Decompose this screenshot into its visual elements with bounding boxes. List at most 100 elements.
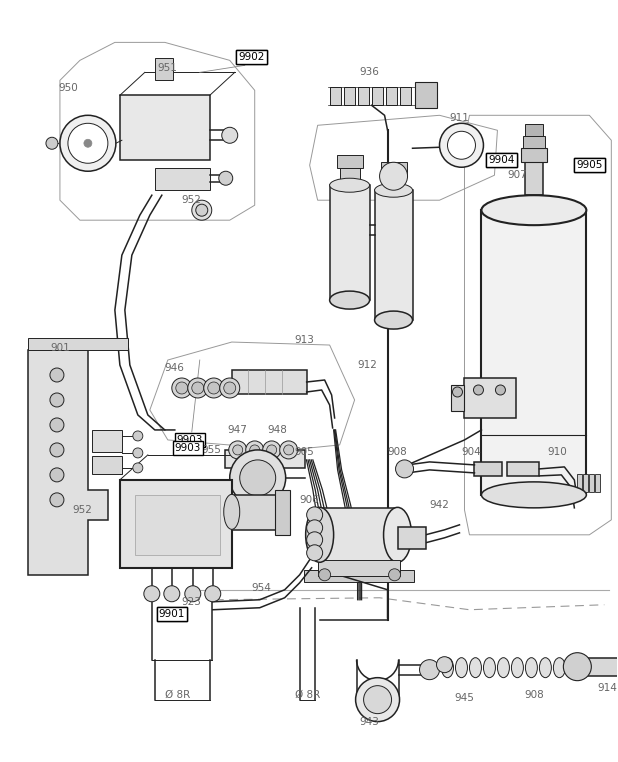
- Circle shape: [176, 382, 188, 394]
- Bar: [375, 190, 413, 320]
- Circle shape: [219, 171, 233, 185]
- Text: Ø 8R: Ø 8R: [295, 690, 320, 700]
- Bar: [452, 385, 465, 411]
- Circle shape: [284, 445, 294, 455]
- Text: 906: 906: [300, 495, 320, 505]
- Bar: [595, 474, 600, 492]
- Circle shape: [188, 378, 208, 398]
- Text: 9901: 9901: [159, 609, 185, 619]
- Bar: [590, 474, 595, 492]
- Text: 9905: 9905: [576, 160, 603, 170]
- Text: 9902: 9902: [239, 53, 265, 62]
- Bar: [525, 162, 543, 195]
- Text: 943: 943: [360, 716, 379, 727]
- Bar: [303, 570, 413, 581]
- Circle shape: [50, 368, 64, 382]
- Circle shape: [133, 431, 143, 441]
- Bar: [415, 82, 436, 108]
- Circle shape: [220, 378, 240, 398]
- Bar: [465, 378, 517, 418]
- Bar: [523, 136, 546, 149]
- Bar: [28, 338, 128, 350]
- Bar: [481, 210, 586, 495]
- Bar: [135, 495, 220, 555]
- Circle shape: [564, 653, 591, 680]
- Ellipse shape: [525, 658, 538, 677]
- Text: 923: 923: [182, 597, 201, 607]
- Bar: [318, 560, 400, 576]
- Text: 954: 954: [252, 583, 272, 593]
- Circle shape: [436, 657, 452, 673]
- Text: 942: 942: [430, 500, 449, 510]
- Circle shape: [307, 507, 323, 523]
- Circle shape: [307, 532, 323, 548]
- Ellipse shape: [553, 658, 565, 677]
- Circle shape: [240, 460, 276, 496]
- Bar: [371, 88, 383, 105]
- Bar: [358, 88, 368, 105]
- Text: 907: 907: [507, 170, 527, 181]
- Ellipse shape: [329, 291, 370, 309]
- Bar: [225, 450, 305, 468]
- Circle shape: [439, 123, 483, 167]
- Circle shape: [246, 441, 264, 459]
- Bar: [320, 507, 397, 563]
- Circle shape: [172, 378, 192, 398]
- Text: 9904: 9904: [488, 155, 515, 165]
- Circle shape: [84, 139, 92, 147]
- Circle shape: [60, 115, 116, 171]
- Circle shape: [196, 204, 208, 216]
- Circle shape: [133, 448, 143, 458]
- Text: 9902: 9902: [239, 53, 265, 62]
- Circle shape: [185, 586, 201, 602]
- Circle shape: [192, 200, 212, 220]
- Text: 952: 952: [72, 505, 92, 515]
- Text: 905: 905: [295, 447, 315, 457]
- Bar: [232, 495, 280, 530]
- Circle shape: [379, 162, 407, 190]
- Text: 908: 908: [387, 447, 407, 457]
- Text: 946: 946: [165, 363, 185, 373]
- Circle shape: [307, 545, 323, 561]
- Circle shape: [50, 493, 64, 507]
- Ellipse shape: [512, 658, 523, 677]
- Circle shape: [355, 677, 400, 722]
- Ellipse shape: [375, 183, 413, 197]
- Ellipse shape: [441, 658, 454, 677]
- Circle shape: [319, 568, 331, 581]
- Bar: [522, 149, 548, 162]
- Circle shape: [224, 382, 235, 394]
- Text: 9904: 9904: [488, 155, 515, 165]
- Circle shape: [250, 445, 260, 455]
- Circle shape: [473, 385, 483, 395]
- Circle shape: [396, 460, 413, 478]
- Text: 936: 936: [360, 67, 379, 78]
- Ellipse shape: [481, 482, 586, 507]
- Circle shape: [164, 586, 180, 602]
- Polygon shape: [28, 350, 108, 575]
- Bar: [475, 462, 502, 476]
- Circle shape: [50, 393, 64, 407]
- Ellipse shape: [455, 658, 467, 677]
- Circle shape: [50, 443, 64, 457]
- Bar: [525, 124, 543, 136]
- Ellipse shape: [483, 658, 496, 677]
- Text: 908: 908: [525, 690, 544, 700]
- Ellipse shape: [470, 658, 481, 677]
- Text: 950: 950: [58, 83, 78, 93]
- Text: 9903: 9903: [177, 435, 203, 445]
- Ellipse shape: [540, 658, 551, 677]
- Circle shape: [229, 441, 247, 459]
- Bar: [92, 430, 122, 452]
- Bar: [400, 88, 410, 105]
- Circle shape: [389, 568, 400, 581]
- Bar: [274, 490, 290, 535]
- Text: 945: 945: [455, 693, 475, 703]
- Text: 911: 911: [449, 114, 470, 123]
- Circle shape: [50, 418, 64, 432]
- Bar: [397, 527, 426, 549]
- Circle shape: [263, 441, 281, 459]
- Ellipse shape: [224, 495, 240, 530]
- Bar: [155, 168, 210, 190]
- Circle shape: [133, 463, 143, 473]
